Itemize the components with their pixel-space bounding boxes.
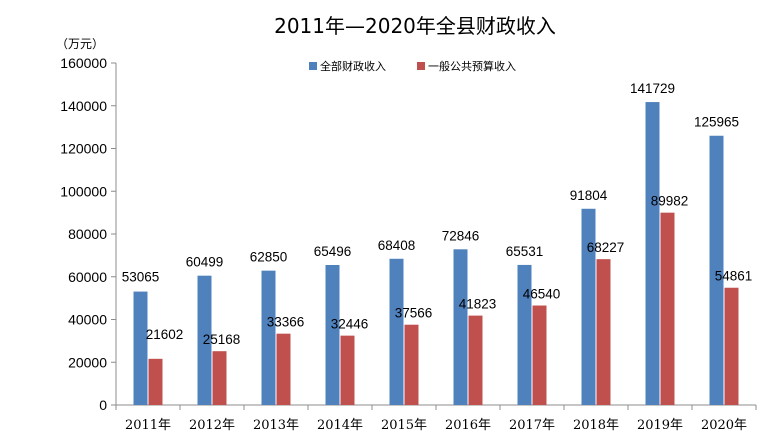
- x-tick-label: 2014年: [317, 418, 363, 433]
- data-label-general-budget-revenue: 46540: [523, 287, 561, 302]
- bar-total-revenue: [133, 291, 148, 405]
- bar-total-revenue: [261, 270, 276, 405]
- x-axis: 2011年 2012年 2013年 2014年 2015年 2016年 2017年 2018年…: [115, 404, 757, 433]
- y-axis: 0 20000 40000 60000 80000 100000 120000 140000 1…: [60, 55, 117, 413]
- y-tick-label: 160000: [60, 55, 107, 71]
- bar-total-revenue: [197, 275, 212, 405]
- bar-general-budget-revenue: [468, 315, 483, 405]
- y-tick-label: 100000: [60, 183, 107, 199]
- legend-swatch-budget: [417, 62, 425, 70]
- data-label-general-budget-revenue: 37566: [395, 306, 433, 321]
- bar-general-budget-revenue: [596, 259, 611, 405]
- bar-total-revenue: [389, 258, 404, 405]
- data-label-general-budget-revenue: 25168: [203, 332, 241, 347]
- data-label-general-budget-revenue: 89982: [651, 194, 689, 209]
- legend-label-budget: 一般公共预算收入: [428, 59, 516, 73]
- data-label-total-revenue: 62850: [250, 250, 288, 265]
- bar-general-budget-revenue: [212, 351, 227, 405]
- x-tick-label: 2016年: [445, 418, 491, 433]
- data-label-general-budget-revenue: 68227: [587, 240, 625, 255]
- legend-swatch-total: [309, 62, 317, 70]
- y-axis-unit: （万元）: [56, 37, 104, 51]
- bar-total-revenue: [517, 264, 532, 405]
- y-tick-label: 60000: [68, 269, 107, 285]
- x-tick-label: 2020年: [701, 418, 747, 433]
- bar-general-budget-revenue: [276, 333, 291, 405]
- x-tick-label: 2011年: [125, 418, 171, 433]
- bar-general-budget-revenue: [724, 287, 739, 405]
- y-tick-label: 80000: [68, 226, 107, 242]
- chart-title: 2011年—2020年全县财政收入: [274, 14, 556, 38]
- bar-total-revenue: [709, 135, 724, 405]
- data-label-total-revenue: 60499: [186, 255, 224, 270]
- bar-total-revenue: [453, 249, 468, 405]
- bar-total-revenue: [325, 265, 340, 405]
- bar-general-budget-revenue: [660, 212, 675, 405]
- bar-general-budget-revenue: [340, 335, 355, 405]
- data-label-general-budget-revenue: 54861: [715, 269, 753, 284]
- x-tick-label: 2012年: [189, 418, 235, 433]
- bar-general-budget-revenue: [148, 358, 163, 405]
- data-label-total-revenue: 141729: [630, 81, 675, 96]
- data-label-general-budget-revenue: 32446: [331, 317, 369, 332]
- x-tick-label: 2017年: [509, 418, 555, 433]
- bar-general-budget-revenue: [532, 305, 547, 405]
- data-label-total-revenue: 125965: [694, 115, 739, 130]
- y-tick-label: 0: [99, 397, 107, 413]
- x-tick-label: 2013年: [253, 418, 299, 433]
- data-label-general-budget-revenue: 33366: [267, 315, 305, 330]
- bars: [133, 102, 739, 405]
- legend-label-total: 全部财政收入: [320, 59, 386, 73]
- data-label-total-revenue: 65531: [506, 244, 544, 259]
- y-tick-label: 40000: [68, 312, 107, 328]
- bar-general-budget-revenue: [404, 324, 419, 405]
- data-label-total-revenue: 65496: [314, 244, 352, 259]
- x-tick-label: 2019年: [637, 418, 683, 433]
- y-tick-label: 20000: [68, 354, 107, 370]
- data-label-general-budget-revenue: 21602: [146, 327, 184, 342]
- legend: 全部财政收入 一般公共预算收入: [309, 59, 516, 73]
- data-label-total-revenue: 91804: [570, 188, 608, 203]
- data-label-general-budget-revenue: 41823: [459, 297, 497, 312]
- bar-total-revenue: [645, 102, 660, 405]
- y-tick-label: 120000: [60, 141, 107, 157]
- x-tick-label: 2018年: [573, 418, 619, 433]
- bar-total-revenue: [581, 208, 596, 405]
- data-label-total-revenue: 68408: [378, 238, 416, 253]
- data-labels: 53065 60499 62850 65496 68408 72846 65531 91804…: [122, 81, 753, 347]
- y-tick-label: 140000: [60, 98, 107, 114]
- x-tick-label: 2015年: [381, 418, 427, 433]
- data-label-total-revenue: 72846: [442, 228, 480, 243]
- data-label-total-revenue: 53065: [122, 270, 160, 285]
